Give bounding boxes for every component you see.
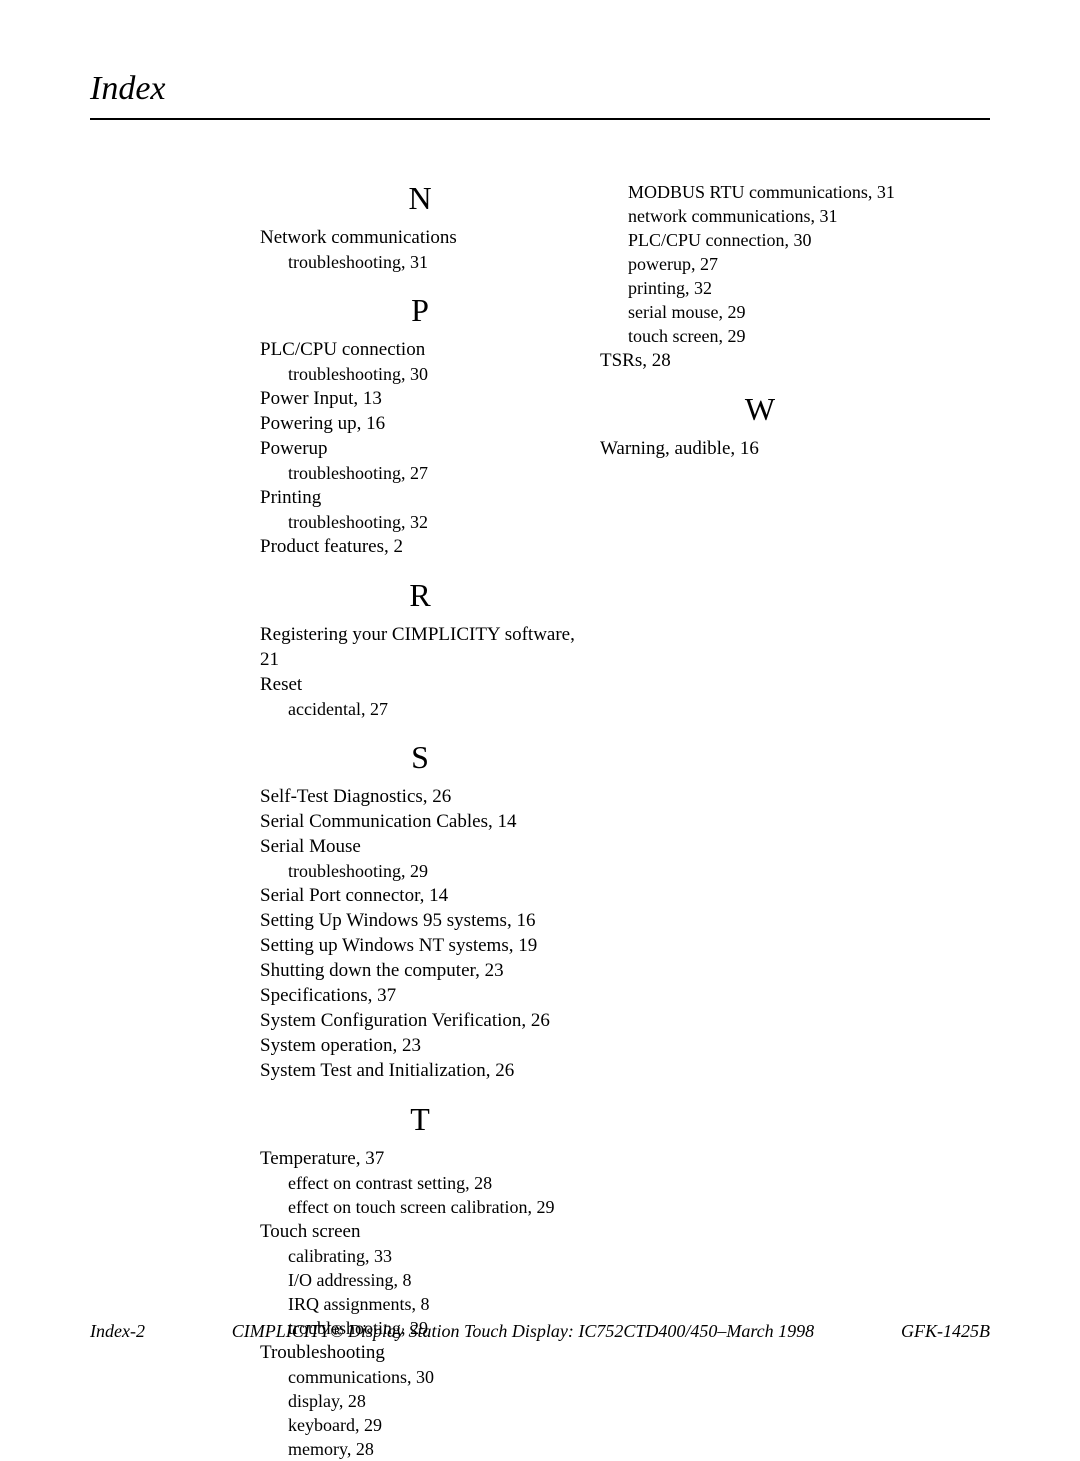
index-subentry: memory, 28	[260, 1437, 580, 1461]
index-entry: TSRs, 28	[600, 348, 920, 373]
index-entry: PLC/CPU connection	[260, 337, 580, 362]
index-page: Index NNetwork communicationstroubleshoo…	[0, 0, 1080, 1397]
index-entry: System operation, 23	[260, 1033, 580, 1058]
index-subentry: I/O addressing, 8	[260, 1268, 580, 1292]
index-subentry: powerup, 27	[600, 252, 920, 276]
index-entry: Serial Mouse	[260, 834, 580, 859]
index-entry: Touch screen	[260, 1219, 580, 1244]
index-columns: NNetwork communicationstroubleshooting, …	[90, 180, 990, 1461]
index-subentry: display, 28	[260, 1389, 580, 1413]
index-entry: Setting Up Windows 95 systems, 16	[260, 908, 580, 933]
index-entry: Serial Communication Cables, 14	[260, 809, 580, 834]
index-subentry: PLC/CPU connection, 30	[600, 228, 920, 252]
index-subentry: keyboard, 29	[260, 1413, 580, 1437]
index-entry: Specifications, 37	[260, 983, 580, 1008]
index-subentry: effect on touch screen calibration, 29	[260, 1195, 580, 1219]
index-section-letter: N	[260, 180, 580, 217]
index-entry: Registering your CIMPLICITY software, 21	[260, 622, 580, 672]
index-entry: Network communications	[260, 225, 580, 250]
page-title: Index	[90, 70, 990, 120]
index-section-letter: R	[260, 577, 580, 614]
index-section-letter: S	[260, 739, 580, 776]
footer-doc-code: GFK-1425B	[901, 1321, 990, 1342]
index-entry: Shutting down the computer, 23	[260, 958, 580, 983]
index-entry: Self-Test Diagnostics, 26	[260, 784, 580, 809]
index-subentry: serial mouse, 29	[600, 300, 920, 324]
index-entry: Product features, 2	[260, 534, 580, 559]
index-subentry: troubleshooting, 31	[260, 250, 580, 274]
index-subentry: calibrating, 33	[260, 1244, 580, 1268]
index-entry: Printing	[260, 485, 580, 510]
index-entry: Troubleshooting	[260, 1340, 580, 1365]
index-entry: Powering up, 16	[260, 411, 580, 436]
index-section-letter: T	[260, 1101, 580, 1138]
index-section-letter: P	[260, 292, 580, 329]
index-subentry: touch screen, 29	[600, 324, 920, 348]
index-entry: Setting up Windows NT systems, 19	[260, 933, 580, 958]
index-subentry: troubleshooting, 27	[260, 461, 580, 485]
index-column-right: MODBUS RTU communications, 31network com…	[600, 180, 920, 1461]
index-column-left: NNetwork communicationstroubleshooting, …	[260, 180, 580, 1461]
index-subentry: communications, 30	[260, 1365, 580, 1389]
footer-page-number: Index-2	[90, 1321, 145, 1342]
index-entry: System Test and Initialization, 26	[260, 1058, 580, 1083]
index-subentry: MODBUS RTU communications, 31	[600, 180, 920, 204]
index-subentry: troubleshooting, 30	[260, 362, 580, 386]
footer-doc-title: CIMPLICITY® Display Station Touch Displa…	[145, 1321, 901, 1342]
index-entry: Temperature, 37	[260, 1146, 580, 1171]
index-entry: Serial Port connector, 14	[260, 883, 580, 908]
index-subentry: network communications, 31	[600, 204, 920, 228]
index-entry: Reset	[260, 672, 580, 697]
index-subentry: IRQ assignments, 8	[260, 1292, 580, 1316]
index-entry: Power Input, 13	[260, 386, 580, 411]
index-subentry: accidental, 27	[260, 697, 580, 721]
index-subentry: printing, 32	[600, 276, 920, 300]
index-subentry: effect on contrast setting, 28	[260, 1171, 580, 1195]
index-entry: System Configuration Verification, 26	[260, 1008, 580, 1033]
index-subentry: troubleshooting, 29	[260, 859, 580, 883]
index-subentry: troubleshooting, 32	[260, 510, 580, 534]
index-entry: Powerup	[260, 436, 580, 461]
page-footer: Index-2 CIMPLICITY® Display Station Touc…	[90, 1321, 990, 1342]
index-section-letter: W	[600, 391, 920, 428]
index-entry: Warning, audible, 16	[600, 436, 920, 461]
